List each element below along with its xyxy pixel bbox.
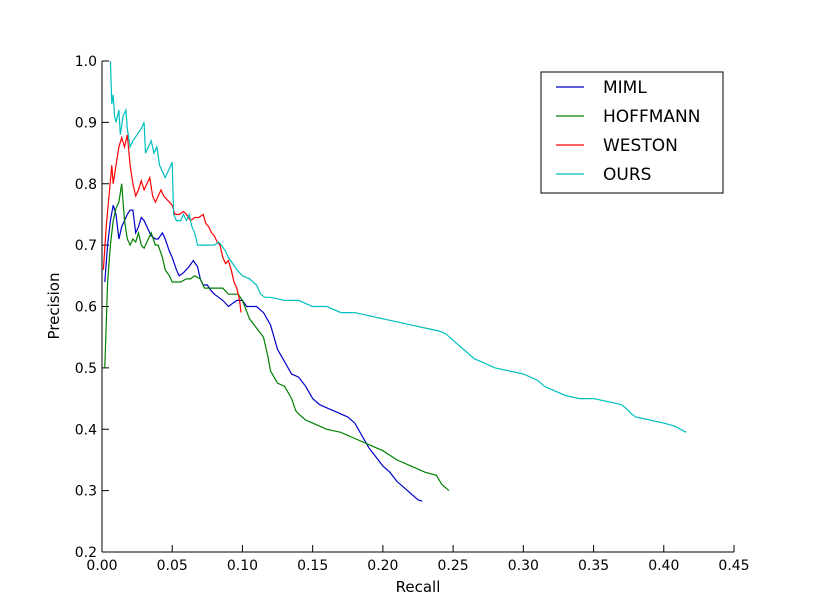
x-tick-label: 0.35 — [578, 558, 609, 574]
legend-label-miml: MIML — [603, 78, 647, 98]
series-line-weston — [102, 134, 242, 313]
y-axis-label: Precision — [45, 273, 63, 340]
x-tick-label: 0.05 — [157, 558, 188, 574]
x-tick-label: 0.30 — [508, 558, 539, 574]
x-tick-label: 0.15 — [297, 558, 328, 574]
x-axis-label: Recall — [396, 578, 441, 596]
legend-label-weston: WESTON — [603, 136, 678, 156]
x-tick-label: 0.20 — [367, 558, 398, 574]
legend-box — [540, 71, 724, 194]
x-tick-label: 0.45 — [718, 558, 749, 574]
legend-items: MIML HOFFMANN WESTON OURS — [556, 78, 700, 185]
x-tick-label: 0.00 — [86, 558, 117, 574]
x-tick-label: 0.10 — [227, 558, 258, 574]
series-line-ours — [109, 60, 687, 433]
series-line-miml — [104, 205, 423, 502]
x-tick-label: 0.40 — [648, 558, 679, 574]
y-tick-label: 1.0 — [75, 54, 97, 70]
plot-area: 0.00 0.05 0.10 0.15 0.20 0.25 0.30 0.35 0.40 0.45… — [75, 54, 750, 574]
x-tick-label: 0.25 — [438, 558, 469, 574]
y-tick-label: 0.7 — [75, 238, 97, 254]
y-tick-label: 0.6 — [75, 300, 97, 316]
y-tick-label: 0.4 — [75, 422, 97, 438]
y-tick-label: 0.9 — [75, 115, 97, 131]
legend-label-ours: OURS — [603, 165, 651, 185]
series-lines — [102, 60, 687, 502]
series-line-hoffmann — [104, 183, 450, 492]
y-ticks: 0.2 0.3 0.4 0.5 0.6 0.7 0.8 0.9 1.0 — [75, 54, 109, 561]
legend: MIML HOFFMANN WESTON OURS — [540, 71, 724, 194]
y-tick-label: 0.2 — [75, 545, 97, 561]
y-tick-label: 0.8 — [75, 177, 97, 193]
legend-label-hoffmann: HOFFMANN — [603, 107, 700, 127]
y-tick-label: 0.5 — [75, 361, 97, 377]
x-ticks: 0.00 0.05 0.10 0.15 0.20 0.25 0.30 0.35 0.40 0.45 — [86, 545, 750, 574]
y-tick-label: 0.3 — [75, 484, 97, 500]
